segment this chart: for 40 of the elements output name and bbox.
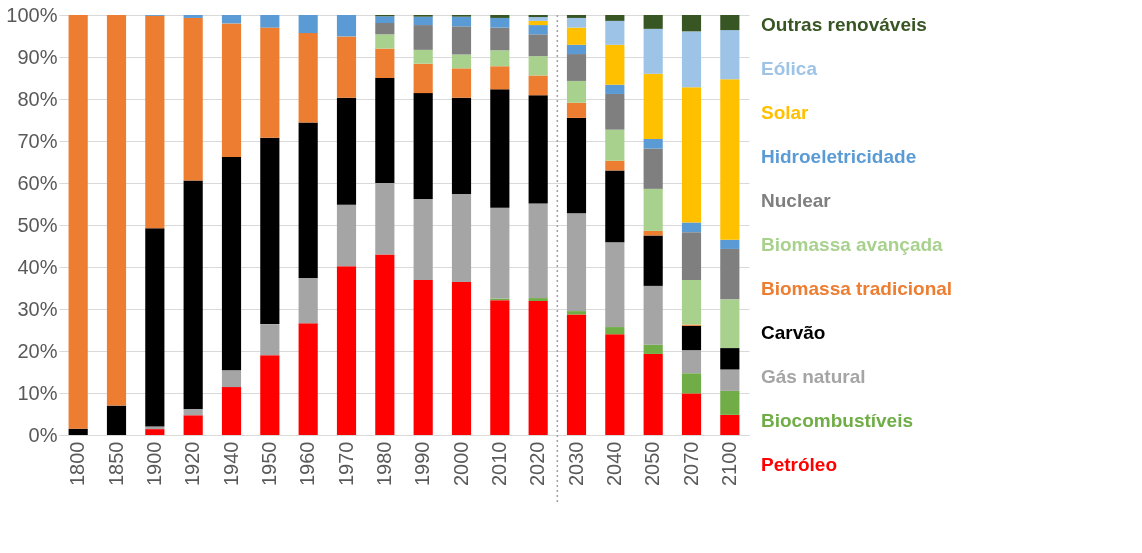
series-label: Outras renováveis <box>761 14 927 35</box>
series-label: Eólica <box>761 58 818 79</box>
y-tick-label: 50% <box>17 213 58 236</box>
y-tick-label: 0% <box>28 423 58 446</box>
series-label: Gás natural <box>761 366 866 387</box>
x-tick-label: 1900 <box>142 441 165 486</box>
y-tick-label: 20% <box>17 339 58 362</box>
y-tick-label: 40% <box>17 255 58 278</box>
x-tick-label: 2100 <box>717 441 740 486</box>
text: Nuclear <box>761 190 832 211</box>
series-label: Petróleo <box>761 454 838 475</box>
y-tick-label: 80% <box>17 87 58 110</box>
y-tick-label: 60% <box>17 171 58 194</box>
series-label: Carvão <box>761 322 826 343</box>
y-tick-label: 70% <box>17 129 58 152</box>
x-tick-label: 2020 <box>526 441 549 486</box>
series-label: Solar <box>761 102 810 123</box>
x-tick-label: 1850 <box>104 441 127 486</box>
y-tick-label: 90% <box>17 45 58 68</box>
x-tick-label: 1990 <box>411 441 434 486</box>
text: Biomassa tradicional <box>761 278 953 299</box>
x-tick-label: 2050 <box>641 441 664 486</box>
x-tick-label: 1920 <box>181 441 204 486</box>
x-tick-label: 2000 <box>449 441 472 486</box>
y-tick-label: 100% <box>6 3 58 26</box>
text: Biomassa avançada <box>761 234 944 255</box>
x-tick-label: 1970 <box>334 441 357 486</box>
y-tick-label: 10% <box>17 381 58 404</box>
x-tick-label: 2070 <box>679 441 702 486</box>
x-tick-label: 1950 <box>257 441 280 486</box>
y-tick-label: 30% <box>17 297 58 320</box>
text: Hidroeletricidade <box>761 146 917 167</box>
x-tick-label: 1800 <box>66 441 89 486</box>
x-tick-label: 2010 <box>487 441 510 486</box>
x-tick-label: 1960 <box>296 441 319 486</box>
series-label: Biocombustíveis <box>761 410 914 431</box>
x-tick-label: 2040 <box>602 441 625 486</box>
x-tick-label: 2030 <box>564 441 587 486</box>
x-tick-label: 1940 <box>219 441 242 486</box>
x-tick-label: 1980 <box>372 441 395 486</box>
